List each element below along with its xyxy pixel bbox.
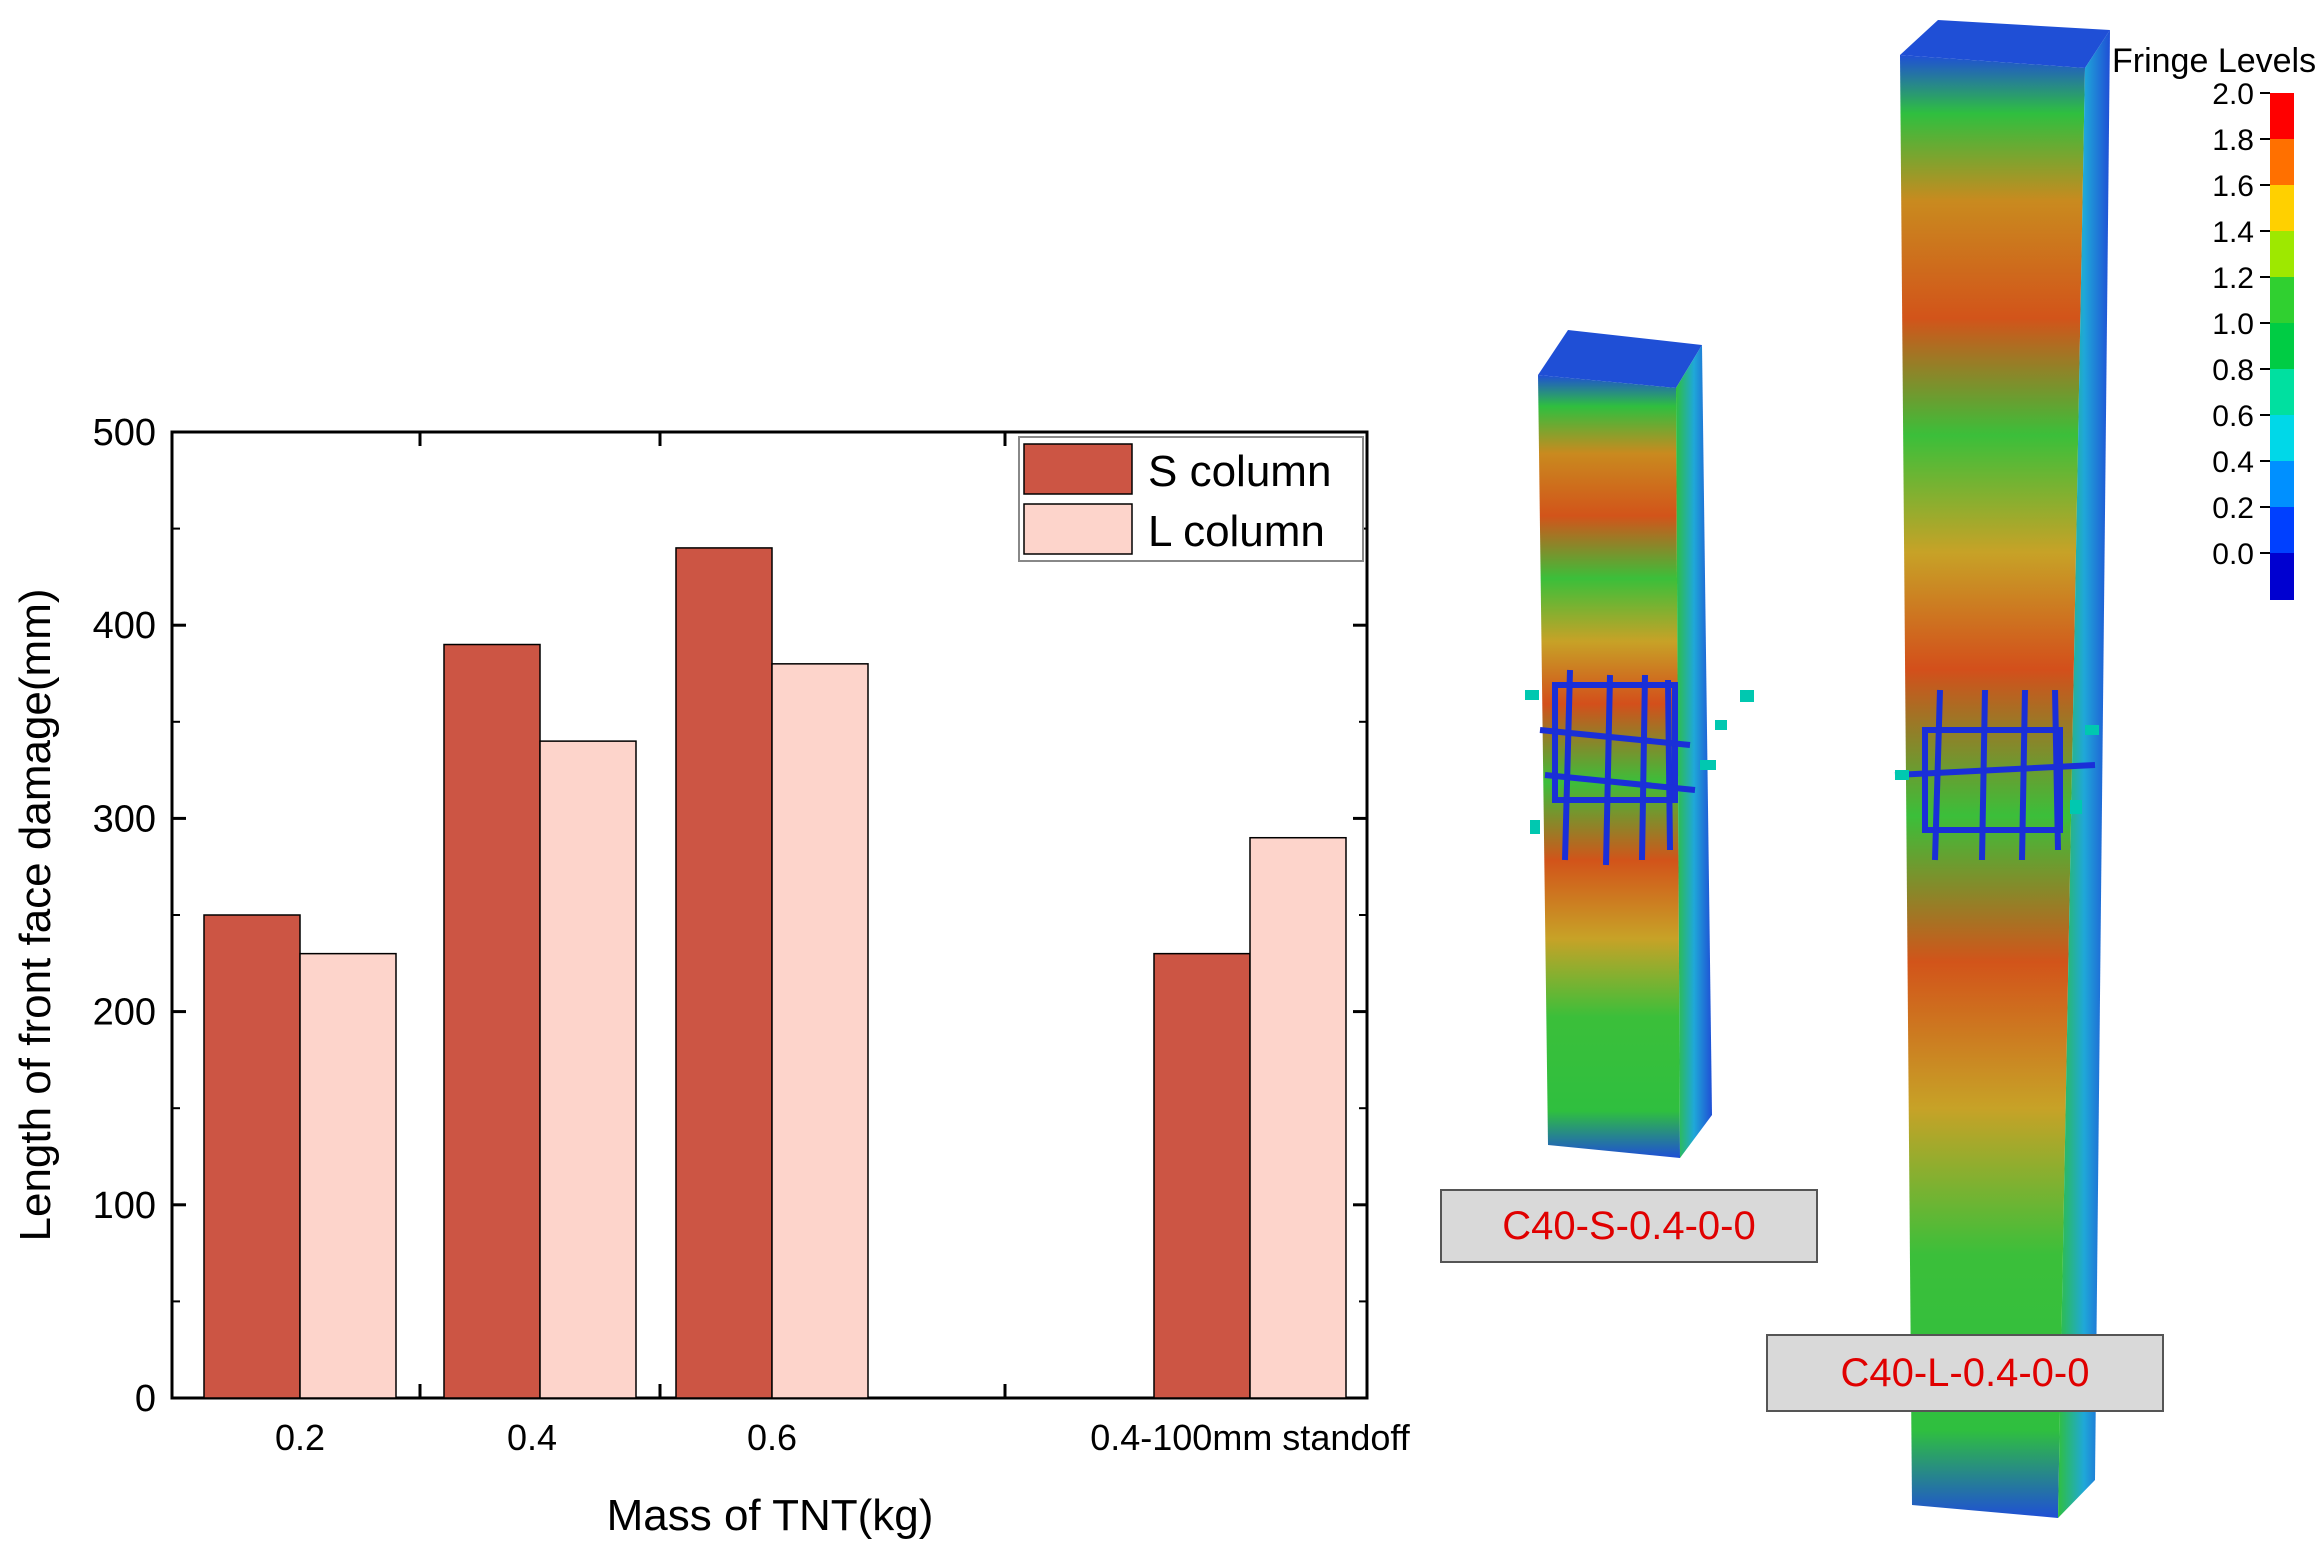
- x-tick-label-0-6: 0.6: [747, 1417, 797, 1458]
- colorbar-title: Fringe Levels: [2112, 42, 2316, 80]
- long-column-rebar-cage: [1894, 689, 2096, 861]
- x-tick-label-0-4-100mm-standoff: 0.4-100mm standoff: [1090, 1417, 1411, 1458]
- legend: S column L column: [1018, 436, 1364, 562]
- y-tick-label: 0: [135, 1378, 156, 1420]
- fringe-colorbar: Fringe Levels 2.0 1.8 1.6 1.4 1.2 1.0 0.8 0.6 0.…: [2112, 42, 2316, 600]
- colorbar-segment: [2270, 93, 2294, 140]
- legend-label-s-column: S column: [1148, 447, 1331, 496]
- x-tick-label-0-4: 0.4: [507, 1417, 557, 1458]
- short-column-rebar-cage: [1539, 669, 1696, 866]
- x-axis-label: Mass of TNT(kg): [607, 1491, 934, 1540]
- colorbar-tick-label: 1.8: [2212, 124, 2254, 157]
- colorbar-tick-label: 0.6: [2212, 400, 2254, 433]
- x-axis-ticks: 0.2 0.4 0.6 0.4-100mm standoff: [275, 432, 1411, 1458]
- bar-s-column-0-2: [203, 914, 301, 1399]
- bar-s-column-0-4: [443, 643, 541, 1399]
- legend-label-l-column: L column: [1148, 507, 1325, 556]
- bar-l-column-0-6: [771, 663, 869, 1399]
- y-tick-label: 200: [93, 992, 156, 1034]
- long-column-label: C40-L-0.4-0-0: [1766, 1334, 2164, 1412]
- colorbar-segment: [2270, 323, 2294, 370]
- colorbar-tick-label: 0.2: [2212, 492, 2254, 525]
- colorbar-tick-label: 1.0: [2212, 308, 2254, 341]
- short-column-model: [1525, 330, 1754, 1158]
- short-column-label: C40-S-0.4-0-0: [1440, 1189, 1818, 1263]
- bar-l-column-0-2: [299, 952, 397, 1399]
- colorbar-segment: [2270, 415, 2294, 462]
- bar-l-column-0-4: [539, 740, 637, 1399]
- colorbar-segment: [2270, 185, 2294, 232]
- y-axis-ticks: 0 100 200 300 400 500: [93, 412, 1367, 1420]
- colorbar-segment: [2270, 277, 2294, 324]
- colorbar-tick-label: 0.0: [2212, 538, 2254, 571]
- colorbar-tick-label: 1.4: [2212, 216, 2254, 249]
- y-tick-label: 100: [93, 1185, 156, 1227]
- colorbar-tick-label: 1.6: [2212, 170, 2254, 203]
- x-tick-label-0-2: 0.2: [275, 1417, 325, 1458]
- colorbar-tick-label: 1.2: [2212, 262, 2254, 295]
- bar-chart: 0 100 200 300 400 500 0.2 0.4 0.6 0.4-100mm stan…: [11, 412, 1411, 1540]
- colorbar-tick-label: 0.4: [2212, 446, 2254, 479]
- bar-s-column-0-4-100mm-standoff: [1153, 952, 1251, 1399]
- legend-swatch-s-column: [1023, 443, 1133, 495]
- colorbar-segments: 2.0 1.8 1.6 1.4 1.2 1.0 0.8 0.6 0.4 0.2 0.0: [2212, 78, 2294, 600]
- long-column-debris: [1895, 725, 2099, 814]
- colorbar-tick-label: 2.0: [2212, 78, 2254, 111]
- colorbar-tick-label: 0.8: [2212, 354, 2254, 387]
- long-column-model: [1894, 20, 2110, 1518]
- legend-swatch-l-column: [1023, 503, 1133, 555]
- colorbar-segment: [2270, 369, 2294, 416]
- short-column-debris: [1525, 690, 1754, 834]
- bar-l-column-0-4-100mm-standoff: [1249, 836, 1347, 1399]
- y-axis-label: Length of front face damage(mm): [11, 589, 60, 1242]
- colorbar-segment: [2270, 231, 2294, 278]
- y-tick-label: 400: [93, 605, 156, 647]
- colorbar-segment: [2270, 139, 2294, 186]
- colorbar-segment: [2270, 553, 2294, 600]
- bars-group: [203, 547, 1347, 1399]
- y-tick-label: 300: [93, 798, 156, 840]
- bar-s-column-0-6: [675, 547, 773, 1399]
- y-tick-label: 500: [93, 412, 156, 454]
- colorbar-segment: [2270, 461, 2294, 508]
- colorbar-segment: [2270, 507, 2294, 554]
